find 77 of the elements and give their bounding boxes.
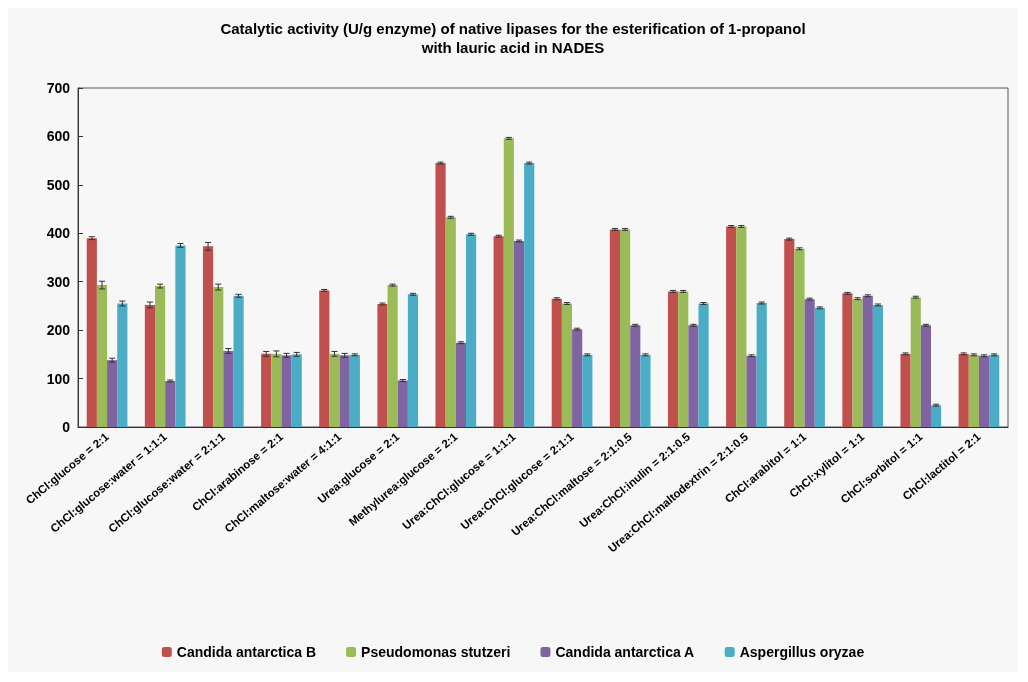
bar bbox=[572, 329, 583, 427]
bar bbox=[165, 380, 176, 427]
bar bbox=[349, 354, 360, 427]
bar bbox=[233, 295, 244, 427]
bar bbox=[688, 325, 699, 427]
y-tick-label: 0 bbox=[62, 419, 71, 435]
bar bbox=[281, 355, 292, 427]
bar bbox=[291, 354, 302, 427]
legend-label: Pseudomonas stutzeri bbox=[361, 644, 511, 660]
bar bbox=[630, 325, 641, 427]
bar bbox=[814, 307, 825, 427]
bar bbox=[609, 229, 621, 427]
bar bbox=[223, 350, 234, 427]
bar bbox=[455, 342, 466, 427]
bar bbox=[551, 298, 562, 427]
bar bbox=[910, 297, 921, 427]
bar bbox=[804, 299, 815, 427]
bar bbox=[872, 304, 884, 427]
bar bbox=[640, 354, 651, 427]
y-tick-label: 300 bbox=[46, 273, 71, 290]
bar bbox=[339, 355, 350, 427]
bar bbox=[213, 287, 224, 427]
bar bbox=[435, 163, 446, 427]
bar bbox=[155, 286, 166, 427]
bar bbox=[202, 246, 214, 427]
y-tick-label: 200 bbox=[46, 322, 71, 339]
bar bbox=[620, 229, 631, 427]
bar bbox=[96, 285, 108, 427]
bar bbox=[582, 354, 593, 427]
bar bbox=[920, 325, 931, 427]
legend-label: Candida antarctica B bbox=[176, 644, 317, 660]
bar bbox=[261, 353, 272, 427]
bar bbox=[958, 353, 969, 427]
legend-label: Candida antarctica A bbox=[555, 644, 695, 660]
bar bbox=[989, 354, 1000, 427]
bar bbox=[900, 353, 911, 427]
bar bbox=[852, 298, 863, 427]
bar bbox=[862, 295, 873, 427]
bar bbox=[784, 239, 795, 427]
bar bbox=[144, 304, 156, 427]
bar bbox=[319, 290, 330, 427]
bar bbox=[794, 248, 805, 427]
bar bbox=[678, 291, 689, 427]
bar bbox=[107, 360, 118, 427]
bar bbox=[667, 291, 679, 427]
bar bbox=[493, 236, 504, 427]
y-tick-label: 100 bbox=[46, 370, 71, 387]
bar bbox=[445, 217, 456, 427]
bar bbox=[503, 138, 514, 427]
bar bbox=[756, 303, 767, 427]
chart-title: Catalytic activity (U/g enzyme) of native lipases for the esterification of 1-propanol with lauric acid in NADES bbox=[220, 20, 806, 56]
bar bbox=[377, 303, 388, 427]
bar bbox=[736, 226, 747, 427]
bar bbox=[407, 294, 419, 427]
bar bbox=[978, 355, 990, 427]
bar bbox=[271, 353, 282, 427]
bar bbox=[842, 293, 853, 427]
bar bbox=[175, 245, 186, 427]
y-tick-label: 600 bbox=[46, 128, 71, 145]
bar bbox=[524, 163, 535, 427]
bar bbox=[746, 355, 757, 427]
legend-label: Aspergillus oryzae bbox=[739, 644, 865, 660]
bar bbox=[465, 234, 477, 427]
bar bbox=[968, 354, 979, 427]
bar bbox=[726, 226, 737, 427]
bar bbox=[513, 241, 525, 427]
bar bbox=[698, 303, 709, 427]
y-tick-label: 400 bbox=[46, 225, 71, 242]
bar bbox=[397, 380, 408, 427]
bar bbox=[86, 238, 97, 427]
bar bbox=[329, 353, 340, 427]
bar bbox=[387, 285, 398, 427]
bar bbox=[561, 303, 573, 427]
y-tick-label: 500 bbox=[46, 176, 71, 193]
y-tick-label: 700 bbox=[46, 80, 71, 96]
bar bbox=[117, 303, 128, 427]
bar bbox=[930, 405, 942, 427]
